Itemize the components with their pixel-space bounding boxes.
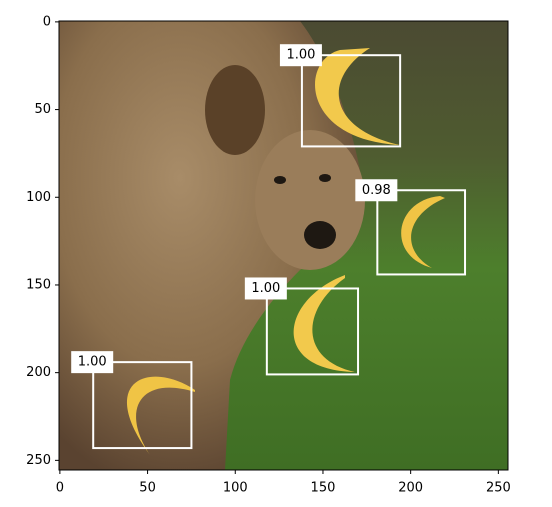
score-background xyxy=(244,277,287,300)
score-label: 1.00 xyxy=(251,281,280,296)
y-tick-label: 150 xyxy=(26,277,51,292)
score-background xyxy=(71,351,114,374)
y-tick-label: 200 xyxy=(26,365,51,380)
bounding-box xyxy=(376,189,467,276)
score-background xyxy=(355,179,398,202)
x-tick-label: 200 xyxy=(398,481,423,496)
y-tick-label: 250 xyxy=(26,453,51,468)
y-tick-label: 0 xyxy=(43,14,51,29)
x-tick-label: 100 xyxy=(223,481,248,496)
photo xyxy=(59,21,508,470)
bounding-box xyxy=(300,54,402,148)
bounding-box xyxy=(265,287,360,376)
score-label: 0.98 xyxy=(362,183,391,198)
x-tick-label: 150 xyxy=(311,481,336,496)
y-tick-label: 100 xyxy=(26,190,51,205)
score-label: 1.00 xyxy=(78,355,107,370)
y-tick-label: 50 xyxy=(34,102,51,117)
score-label: 1.00 xyxy=(286,48,315,63)
axes-frame xyxy=(58,20,509,471)
bounding-box xyxy=(92,361,193,450)
x-tick-label: 250 xyxy=(486,481,511,496)
x-tick-label: 50 xyxy=(139,481,156,496)
x-tick-label: 0 xyxy=(56,481,64,496)
score-background xyxy=(279,44,322,67)
